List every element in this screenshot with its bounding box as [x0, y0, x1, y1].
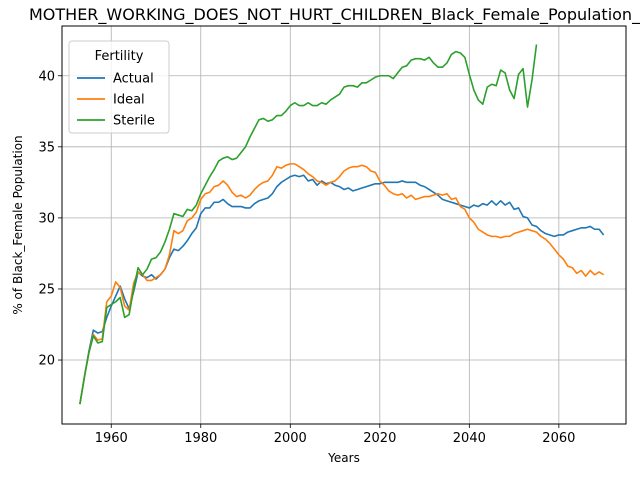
y-tick-label: 30: [38, 211, 55, 226]
x-tick-label: 2060: [542, 431, 575, 446]
legend-label-ideal: Ideal: [113, 93, 145, 108]
chart-title: MOTHER_WORKING_DOES_NOT_HURT_CHILDREN_Bl…: [29, 5, 640, 25]
y-tick-label: 40: [38, 69, 55, 84]
legend-label-sterile: Sterile: [113, 114, 155, 129]
y-axis: 20 25 30 35 40: [38, 69, 62, 369]
series-lines: [79, 44, 605, 405]
x-axis-label: Years: [327, 451, 360, 465]
x-axis: 1960 1980 2000 2020 2040 2060: [95, 424, 575, 446]
legend-label-actual: Actual: [113, 72, 154, 87]
legend-items: Actual Ideal Sterile: [77, 72, 155, 129]
x-tick-label: 2000: [274, 431, 307, 446]
plot-frame: [61, 25, 627, 425]
y-tick-label: 20: [38, 354, 55, 369]
legend: Fertility Actual Ideal Sterile: [68, 40, 170, 134]
legend-title: Fertility: [95, 49, 144, 64]
x-tick-label: 1980: [184, 431, 217, 446]
x-tick-label: 2020: [363, 431, 396, 446]
x-tick-label: 2040: [453, 431, 486, 446]
y-axis-label: % of Black_Female Population: [11, 135, 25, 314]
x-tick-label: 1960: [95, 431, 128, 446]
legend-box: [68, 40, 170, 134]
y-tick-label: 35: [38, 140, 55, 155]
series-line-ideal: [79, 163, 605, 405]
series-line-sterile: [79, 44, 538, 405]
y-tick-label: 25: [38, 282, 55, 297]
